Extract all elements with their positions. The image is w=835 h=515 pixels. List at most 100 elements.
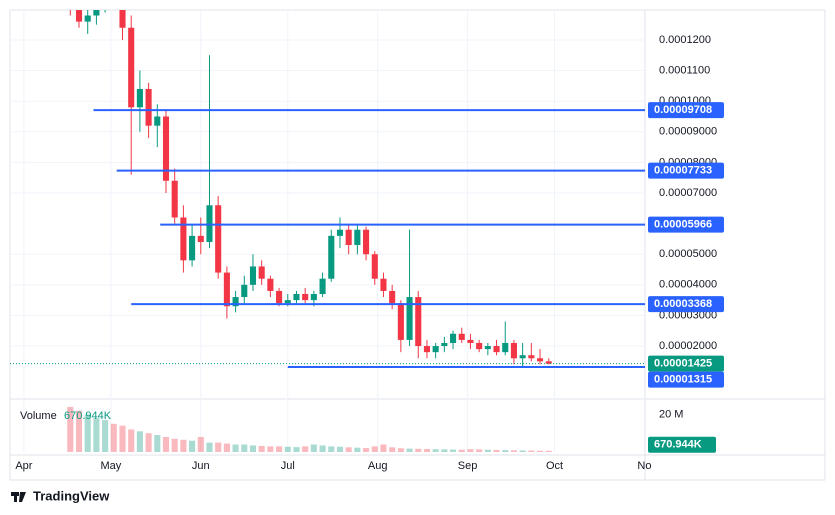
level-badge: [648, 162, 724, 179]
candle-body: [171, 180, 178, 218]
branding: TradingView: [33, 488, 110, 503]
candle-body: [380, 278, 387, 291]
volume-bar: [267, 446, 274, 452]
candle-body: [406, 297, 413, 340]
candle-body: [162, 116, 170, 181]
candle-body: [423, 346, 430, 353]
volume-bar: [276, 446, 283, 452]
volume-bar: [171, 438, 178, 452]
time-axis: Apr May Jun Jul Aug Sep Oct No: [15, 460, 651, 472]
y-tick-label: 0.00005000: [659, 248, 717, 260]
volume-bar: [241, 444, 248, 452]
candle-body: [197, 235, 204, 242]
volume-badge: [648, 436, 716, 453]
level-badge: [648, 216, 724, 233]
candle-body: [450, 333, 457, 343]
volume-bar: [441, 449, 448, 452]
chart-frame: [9, 9, 826, 481]
volume-bar: [476, 449, 483, 452]
candle-body: [310, 294, 317, 301]
last-price-label: 0.00001425: [654, 358, 712, 370]
candle-body: [397, 303, 404, 340]
level-label: 0.00007733: [654, 164, 712, 176]
candles: [69, 10, 552, 368]
candle-body: [119, 10, 126, 28]
volume-title: Volume: [20, 410, 57, 422]
candle-body: [389, 290, 396, 304]
y-tick-label: 0.00004000: [659, 279, 717, 291]
volume-bar: [528, 450, 535, 452]
logo: TradingView: [11, 488, 110, 503]
x-tick-label: Jul: [281, 460, 295, 472]
level-label: 0.00003368: [654, 298, 712, 310]
level-label: 0.00001315: [654, 374, 712, 386]
candle-body: [267, 278, 274, 291]
volume-bar: [354, 447, 361, 452]
level-label: 0.00005966: [654, 219, 712, 231]
candle-body: [258, 266, 265, 279]
volume-bar: [258, 445, 265, 452]
candle-body: [336, 229, 344, 236]
candle-body: [354, 229, 361, 246]
volume-bar: [502, 450, 509, 452]
candle-body: [467, 339, 474, 343]
volume-bar: [310, 444, 317, 452]
volume-bar: [162, 436, 170, 452]
x-tick-label: Jun: [192, 460, 210, 472]
candle-body: [545, 361, 552, 364]
y-tick-label: 0.0001200: [659, 34, 711, 46]
volume-bar: [302, 446, 309, 452]
volume-bar: [128, 429, 135, 452]
volume-bar: [119, 425, 126, 452]
volume-bar: [380, 444, 387, 452]
volume-bar: [363, 448, 370, 452]
candle-body: [241, 284, 248, 298]
candle-body: [249, 266, 257, 285]
volume-bar: [345, 447, 352, 452]
volume-bar: [215, 442, 222, 452]
volume-bar: [145, 433, 152, 452]
level-badge: [648, 371, 724, 388]
candle-body: [154, 116, 161, 126]
candle-body: [371, 254, 378, 279]
x-tick-label: Aug: [368, 460, 388, 472]
volume-bar: [493, 449, 500, 452]
volume-bar: [284, 446, 291, 452]
x-tick-label: May: [101, 460, 122, 472]
volume-bar: [180, 439, 187, 452]
x-tick-label: No: [637, 460, 651, 472]
levels: [10, 109, 645, 368]
volume-badge-label: 670.944K: [654, 439, 702, 451]
candle-body: [284, 300, 291, 304]
volume-bar: [319, 445, 326, 452]
volume-bar: [545, 450, 552, 452]
last-price-badge: [648, 355, 724, 372]
candle-body: [145, 88, 152, 126]
volume-bar: [110, 423, 117, 452]
candle-body: [302, 294, 309, 301]
volume-bar: [154, 435, 161, 452]
volume-bar: [189, 440, 196, 452]
volume-bar: [467, 449, 474, 452]
level-label: 0.00009708: [654, 104, 712, 116]
candle-body: [223, 272, 230, 307]
volume-bar: [406, 448, 413, 452]
y-tick-label: 0.0001100: [659, 65, 710, 77]
candle-body: [510, 342, 517, 359]
candle-body: [476, 342, 483, 350]
volume-bar: [432, 449, 439, 452]
logo-shape: [14, 492, 17, 502]
candle-body: [215, 205, 222, 273]
price-badges: 0.00001425 0.00009708 0.00007733 0.00005966…: [648, 102, 724, 453]
candle-body: [484, 346, 491, 350]
candle-body: [441, 342, 448, 347]
candle-body: [519, 355, 526, 359]
logo-shape: [19, 492, 26, 502]
y-tick-label: 0.00007000: [659, 187, 717, 199]
volume-bar: [197, 436, 204, 452]
candle-body: [502, 342, 509, 353]
x-tick-label: Oct: [546, 460, 563, 472]
x-tick-label: Sep: [458, 460, 478, 472]
volume-bar: [136, 431, 143, 452]
